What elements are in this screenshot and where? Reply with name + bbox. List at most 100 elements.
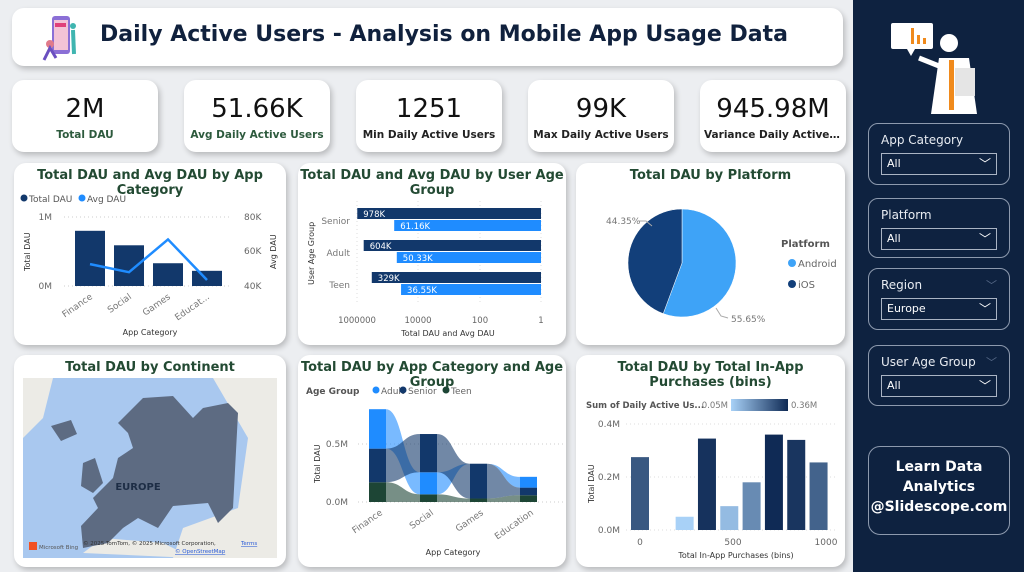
legend-title: Platform [781, 239, 830, 250]
histogram-bar [809, 462, 828, 530]
pie-slice-ios [627, 208, 683, 314]
chevron-down-icon: ﹀ [978, 302, 991, 316]
x-tick: 100 [472, 316, 488, 326]
kpi-value: 1251 [395, 94, 463, 124]
chart-dau-by-purchases[interactable]: Total DAU by Total In-App Purchases (bin… [576, 355, 845, 567]
y-tick: 0.4M [598, 420, 620, 430]
chart-title: Total DAU by Platform [629, 168, 792, 183]
kpi-label: Variance Daily Active U... [704, 129, 846, 141]
chart-dau-by-category-age[interactable]: Total DAU by App Category and Age Group … [298, 355, 566, 567]
y-tick: Senior [321, 217, 350, 227]
y-tick: 0.0M [326, 498, 348, 508]
page-title: Daily Active Users - Analysis on Mobile … [100, 22, 788, 47]
slicer-region[interactable]: Region ﹀ Europe ﹀ [868, 268, 1010, 330]
osm-link[interactable]: © OpenStreetMap [175, 548, 226, 555]
platform-dropdown[interactable]: All ﹀ [881, 228, 997, 250]
slicer-platform[interactable]: Platform All ﹀ [868, 198, 1010, 258]
collapse-chevron-icon[interactable]: ﹀ [986, 356, 997, 369]
legend-label: Avg DAU [87, 195, 126, 205]
leader-line [639, 220, 653, 227]
legend-min: 0.05M [702, 401, 728, 411]
learn-line: Analytics [902, 479, 976, 495]
europe-region[interactable] [81, 396, 238, 548]
x-tick: Social [408, 508, 436, 531]
bar-total-dau [363, 240, 541, 251]
chart-title: Total DAU by App Category and Age Group [300, 360, 564, 390]
legend-max: 0.36M [791, 401, 817, 411]
x-tick: Finance [61, 292, 95, 320]
chart-dau-by-age[interactable]: Total DAU and Avg DAU by User Age Group … [298, 163, 566, 345]
slicer-title: Platform [881, 208, 932, 222]
collapse-chevron-icon[interactable]: ﹀ [986, 279, 997, 292]
ribbon-senior [437, 434, 470, 499]
legend-label: Teen [450, 387, 472, 397]
map-provider: Microsoft Bing [39, 545, 78, 551]
bar-avg-dau [396, 252, 541, 263]
land-greenland [23, 378, 53, 438]
map-dau-by-continent[interactable]: Total DAU by Continent EUROPE Microsoft … [14, 355, 286, 567]
legend-label: Senior [408, 387, 437, 397]
legend-marker [20, 194, 28, 202]
x-tick: 1000 [815, 538, 838, 548]
y2-tick: 80K [244, 213, 262, 223]
data-label: 978K [363, 210, 385, 220]
legend-title: Sum of Daily Active Us... [586, 401, 704, 411]
legend-marker [788, 280, 796, 288]
chart-svg: 44.35% 55.65% Platform Android iOS [606, 208, 837, 325]
slicer-user-age-group[interactable]: User Age Group ﹀ All ﹀ [868, 345, 1010, 406]
map-attribution: © 2025 TomTom, © 2025 Microsoft Corporat… [83, 540, 216, 547]
dropdown-value: All [887, 232, 901, 245]
bar-total-dau [75, 230, 105, 286]
chart-svg: Total DAU Avg DAU 1M 0M 80K 60K 40K Total DAU Av… [20, 194, 278, 337]
ribbon-teen [487, 495, 520, 502]
learn-banner[interactable]: Learn Data Analytics @Slidescope.com [868, 446, 1010, 535]
x-axis-title: App Category [123, 328, 178, 337]
legend-title: Age Group [306, 387, 360, 397]
y2-tick: 40K [244, 282, 262, 292]
kpi-label: Avg Daily Active Users [190, 129, 324, 141]
chart-title: Total DAU and Avg DAU by App Category [37, 168, 263, 198]
chart-dau-by-category[interactable]: Total DAU and Avg DAU by App Category To… [14, 163, 286, 345]
region-dropdown[interactable]: Europe ﹀ [881, 298, 997, 320]
chart-svg: 1000000 10000 100 1 Senior 978K 61.16K Adult 604… [307, 201, 544, 338]
age-group-dropdown[interactable]: All ﹀ [881, 375, 997, 397]
chart-dau-by-platform[interactable]: Total DAU by Platform 44.35% 55.65% Platfo… [576, 163, 845, 345]
x-axis-title: Total In-App Purchases (bins) [677, 551, 793, 560]
x-tick: Educat... [173, 292, 211, 323]
y-tick: 1M [39, 213, 53, 223]
line-avg-dau [89, 237, 208, 281]
slicer-title: User Age Group [881, 355, 976, 369]
legend-marker [78, 194, 86, 202]
y-tick: Adult [327, 249, 351, 259]
y-tick: 0.0M [598, 526, 620, 536]
terms-link[interactable]: Terms [240, 541, 257, 547]
slicer-app-category[interactable]: App Category All ﹀ [868, 123, 1010, 185]
histogram-bar [742, 482, 761, 530]
chart-title: Total DAU by Continent [65, 360, 235, 375]
x-tick: 0 [637, 538, 643, 548]
iceland [51, 420, 77, 441]
legend-label: Adult [381, 387, 405, 397]
kpi-label: Max Daily Active Users [533, 129, 669, 141]
ribbon-senior [386, 434, 420, 483]
slicer-title: Region [881, 278, 923, 292]
ribbon-teen [386, 482, 420, 502]
app-category-dropdown[interactable]: All ﹀ [881, 153, 997, 175]
bar-total-dau [153, 263, 183, 286]
x-axis-title: App Category [426, 548, 481, 557]
data-label: 604K [370, 242, 392, 252]
y-axis-title: Total DAU [23, 232, 32, 272]
bar-avg-dau [394, 220, 541, 231]
bar-segment-senior [470, 463, 487, 499]
land-asia [173, 378, 277, 558]
legend-marker [372, 386, 380, 394]
pie-slice-android [662, 208, 737, 318]
slicer-title: App Category [881, 133, 964, 147]
chart-title: Total DAU and Avg DAU by User Age Group [300, 168, 564, 198]
legend-marker [788, 259, 796, 267]
dropdown-value: Europe [887, 302, 926, 315]
map-canvas[interactable]: EUROPE Microsoft Bing © 2025 TomTom, © 2… [23, 378, 277, 558]
leader-line [715, 307, 729, 319]
chevron-down-icon: ﹀ [978, 232, 991, 246]
x-tick: Games [141, 292, 173, 318]
